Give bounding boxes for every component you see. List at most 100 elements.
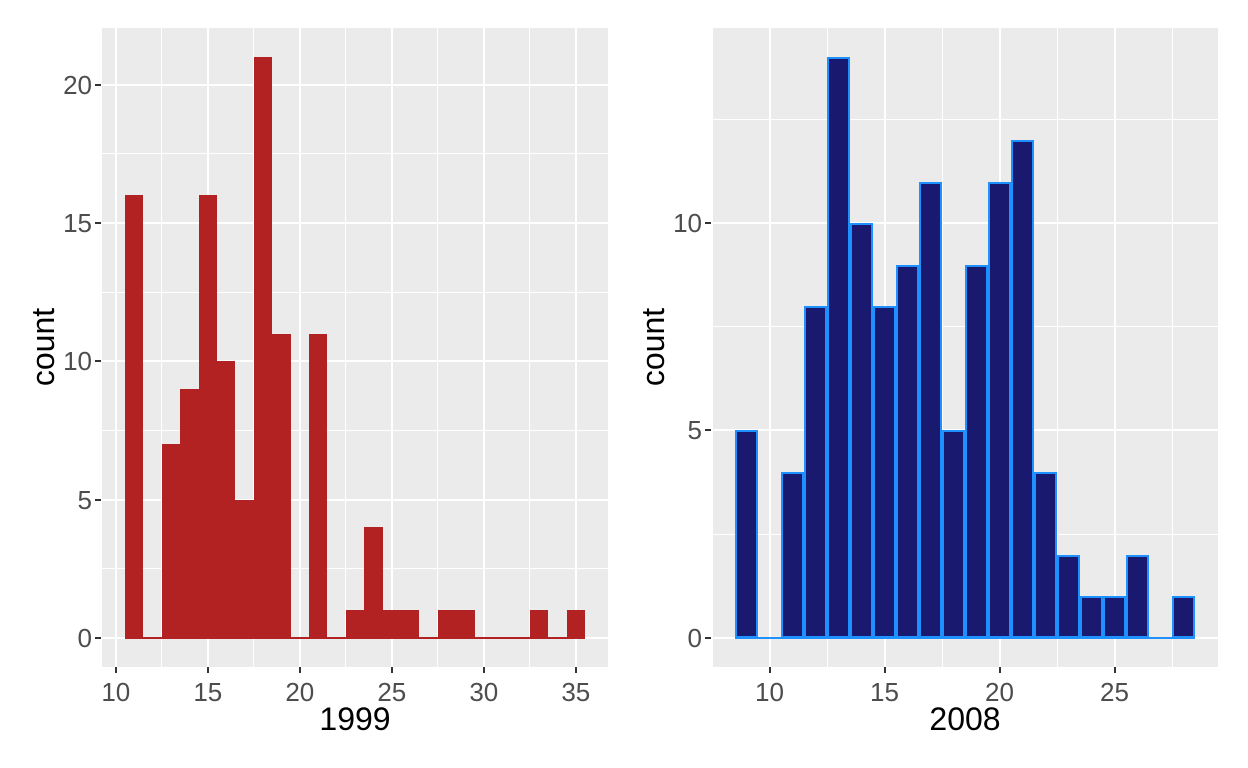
x-tick-label: 25 xyxy=(377,677,407,707)
plot-panel-2008 xyxy=(712,28,1218,667)
x-minor-gridline xyxy=(161,28,163,667)
histogram-bar xyxy=(180,388,199,638)
x-tick-label: 25 xyxy=(1100,677,1129,707)
y-tick-label: 10 xyxy=(673,208,702,239)
histogram-bar xyxy=(804,306,827,638)
y-minor-gridline xyxy=(102,429,608,431)
y-major-gridline xyxy=(102,222,608,225)
y-tick-mark xyxy=(705,636,711,639)
histogram-baseline xyxy=(735,636,1195,639)
y-tick-mark xyxy=(705,429,711,432)
x-axis-title: 2008 xyxy=(929,701,1001,737)
y-minor-gridline xyxy=(102,153,608,155)
histogram-bar xyxy=(272,333,291,638)
y-major-gridline xyxy=(102,360,608,363)
y-tick-label: 15 xyxy=(63,208,92,239)
histogram-bar xyxy=(382,610,401,638)
histogram-bar xyxy=(1126,554,1149,638)
histogram-bar xyxy=(1080,596,1103,638)
x-tick-mark xyxy=(998,667,1001,673)
histogram-bar xyxy=(781,471,804,638)
x-tick-label: 30 xyxy=(469,677,499,707)
y-minor-gridline xyxy=(102,291,608,293)
x-tick-label: 10 xyxy=(101,677,131,707)
y-tick-mark xyxy=(95,360,101,363)
x-major-gridline xyxy=(298,28,301,667)
histogram-bar xyxy=(253,57,273,638)
y-major-gridline xyxy=(712,222,1218,225)
histogram-bar xyxy=(827,57,850,638)
x-tick-label: 15 xyxy=(193,677,223,707)
y-tick-label: 20 xyxy=(63,69,92,100)
histogram-bar xyxy=(1057,554,1080,638)
histogram-baseline xyxy=(125,636,585,639)
y-tick-mark xyxy=(95,222,101,225)
histogram-bar xyxy=(161,444,181,638)
x-minor-gridline xyxy=(1171,28,1173,667)
x-minor-gridline xyxy=(345,28,347,667)
histogram-bar xyxy=(309,333,328,638)
x-tick-mark xyxy=(482,667,485,673)
histogram-bar xyxy=(125,195,144,638)
histogram-bar xyxy=(437,610,457,638)
histogram-bar xyxy=(965,264,988,638)
y-tick-label: 10 xyxy=(63,346,92,377)
histogram-bar xyxy=(217,361,236,638)
x-tick-mark xyxy=(574,667,577,673)
x-tick-mark xyxy=(390,667,393,673)
x-tick-mark xyxy=(883,667,886,673)
histogram-bar xyxy=(1172,596,1195,638)
x-minor-gridline xyxy=(1056,28,1058,667)
x-tick-mark xyxy=(298,667,301,673)
x-tick-mark xyxy=(206,667,209,673)
x-tick-label: 35 xyxy=(561,677,591,707)
histogram-1999: 1999 count 10 15 20 25 30 35 0 5 10 15 20 xyxy=(25,28,608,737)
histogram-bar xyxy=(896,264,919,638)
x-major-gridline xyxy=(482,28,485,667)
histogram-bar xyxy=(566,610,585,638)
x-tick-mark xyxy=(114,667,117,673)
x-axis-title: 1999 xyxy=(319,701,391,737)
histogram-bar xyxy=(988,181,1011,638)
histogram-bar xyxy=(529,610,549,638)
histogram-bar xyxy=(364,527,383,638)
histogram-bar xyxy=(456,610,475,638)
histogram-2008: 2008 count 10 15 20 25 0 5 10 xyxy=(624,0,1248,768)
histogram-bar xyxy=(1103,596,1126,638)
x-minor-gridline xyxy=(437,28,439,667)
histogram-bar xyxy=(942,430,965,638)
histogram-bar xyxy=(235,499,254,638)
x-major-gridline xyxy=(114,28,117,667)
x-tick-label: 15 xyxy=(870,677,899,707)
histogram-bar xyxy=(401,610,420,638)
x-minor-gridline xyxy=(941,28,943,667)
y-tick-mark xyxy=(95,83,101,86)
x-minor-gridline xyxy=(529,28,531,667)
x-major-gridline xyxy=(1113,28,1116,667)
histogram-bar xyxy=(198,195,217,638)
histogram-bar xyxy=(345,610,365,638)
y-tick-label: 0 xyxy=(687,622,702,653)
x-minor-gridline xyxy=(712,28,713,667)
y-tick-label: 0 xyxy=(77,622,92,653)
histogram-bar xyxy=(735,430,758,638)
histogram-bar xyxy=(1011,140,1034,638)
y-minor-gridline xyxy=(712,118,1218,120)
y-tick-mark xyxy=(95,498,101,501)
x-tick-mark xyxy=(768,667,771,673)
y-tick-mark xyxy=(705,222,711,225)
histogram-bar xyxy=(850,223,873,638)
y-tick-label: 5 xyxy=(687,415,702,446)
x-tick-label: 20 xyxy=(985,677,1014,707)
x-major-gridline xyxy=(768,28,771,667)
x-major-gridline xyxy=(390,28,393,667)
x-tick-label: 10 xyxy=(755,677,784,707)
y-major-gridline xyxy=(102,83,608,86)
y-tick-label: 5 xyxy=(77,484,92,515)
x-tick-mark xyxy=(1113,667,1116,673)
plot-panel-1999 xyxy=(102,28,608,667)
histogram-bar xyxy=(1034,471,1057,638)
histogram-bar xyxy=(919,181,942,638)
y-major-gridline xyxy=(102,498,608,501)
